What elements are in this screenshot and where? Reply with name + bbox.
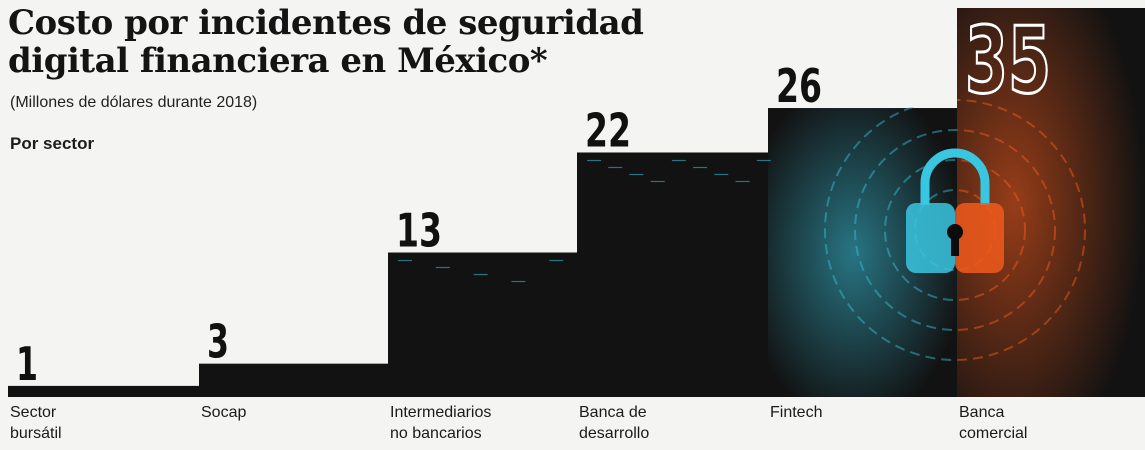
bar-3 bbox=[577, 152, 768, 397]
bar-0 bbox=[8, 385, 199, 397]
value-label-4: 26 bbox=[776, 59, 822, 113]
value-label-1: 3 bbox=[207, 315, 229, 369]
category-label-0: Sector bursátil bbox=[10, 404, 62, 442]
bar-1 bbox=[199, 363, 388, 397]
value-label-2: 13 bbox=[396, 204, 442, 258]
section-label: Por sector bbox=[10, 134, 95, 153]
category-label-2: Intermediarios no bancarios bbox=[390, 404, 492, 442]
category-label-3: Banca de desarrollo bbox=[579, 404, 650, 442]
category-label-1: Socap bbox=[201, 404, 247, 421]
bar-2 bbox=[388, 252, 577, 397]
value-label-5: 35 bbox=[965, 7, 1051, 114]
chart-subtitle: (Millones de dólares durante 2018) bbox=[10, 94, 258, 111]
chart-title: Costo por incidentes de seguridad digita… bbox=[8, 3, 644, 81]
category-label-5: Banca comercial bbox=[959, 404, 1028, 442]
padlock-icon bbox=[906, 148, 1004, 273]
value-label-0: 1 bbox=[16, 337, 38, 391]
value-label-3: 22 bbox=[585, 103, 631, 157]
category-label-4: Fintech bbox=[770, 404, 823, 421]
